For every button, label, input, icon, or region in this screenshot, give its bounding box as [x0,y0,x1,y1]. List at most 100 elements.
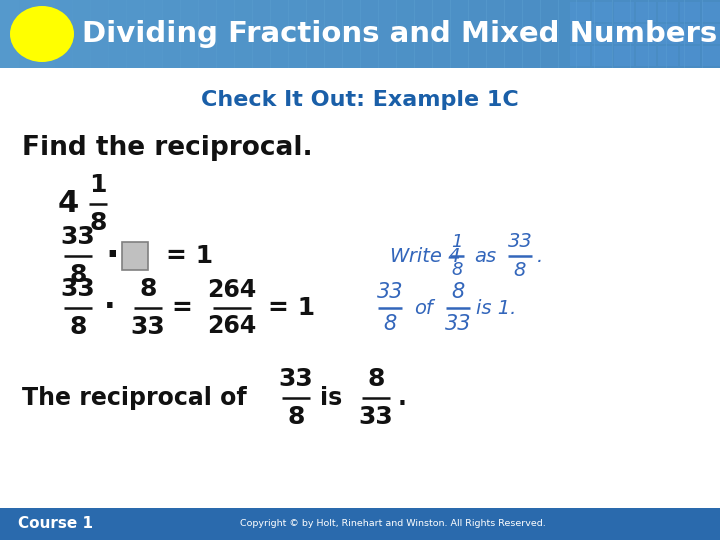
Bar [90,0,109,68]
Bar [126,0,145,68]
Text: 264: 264 [207,278,256,302]
Text: 33: 33 [445,314,472,334]
Bar [72,0,91,68]
Text: 1: 1 [89,173,107,197]
Text: 4: 4 [58,190,78,219]
Bar [614,2,634,22]
Bar [36,0,55,68]
Bar [0,508,720,540]
Text: 33: 33 [279,367,313,392]
Bar [450,0,469,68]
Bar [702,0,720,68]
Bar [684,0,703,68]
Text: 8: 8 [451,282,464,302]
Bar [614,24,634,44]
Text: 8: 8 [139,277,157,301]
Bar [630,0,649,68]
Bar [0,0,720,68]
Bar [612,0,631,68]
Bar [180,0,199,68]
Bar [360,0,379,68]
Text: 8: 8 [514,261,526,280]
Bar [558,0,577,68]
Text: 33: 33 [130,315,166,339]
Text: 8: 8 [89,211,107,235]
Text: ·: · [104,294,116,322]
Ellipse shape [10,6,74,62]
Text: 8: 8 [383,314,397,334]
Text: is: is [320,386,342,410]
Bar [570,2,590,22]
Text: of: of [414,299,433,318]
Bar [18,0,37,68]
Bar [658,46,678,66]
Text: Copyright © by Holt, Rinehart and Winston. All Rights Reserved.: Copyright © by Holt, Rinehart and Winsto… [240,519,546,529]
Bar [576,0,595,68]
Bar [504,0,523,68]
Bar [108,0,127,68]
Text: The reciprocal of: The reciprocal of [22,386,247,410]
Bar [592,46,612,66]
Text: 33: 33 [508,232,532,251]
Bar [162,0,181,68]
Text: 8: 8 [451,261,463,279]
Bar [648,0,667,68]
Text: is 1.: is 1. [476,299,516,318]
Text: 264: 264 [207,314,256,339]
Bar [270,0,289,68]
Text: 33: 33 [359,405,393,429]
Bar [342,0,361,68]
Bar [636,2,656,22]
Bar [680,2,700,22]
Bar [54,0,73,68]
Bar [414,0,433,68]
Text: .: . [398,386,407,410]
Bar [636,24,656,44]
Bar [636,46,656,66]
Text: = 1: = 1 [166,244,213,268]
Bar [592,2,612,22]
Bar [396,0,415,68]
Bar [234,0,253,68]
Bar [0,0,19,68]
Bar [680,24,700,44]
Bar [658,2,678,22]
Bar [570,46,590,66]
Bar [540,0,559,68]
Bar [594,0,613,68]
Bar [658,24,678,44]
Text: 33: 33 [60,225,95,249]
Bar [702,46,720,66]
Bar [324,0,343,68]
Bar [378,0,397,68]
Bar [122,242,148,270]
Text: Find the reciprocal.: Find the reciprocal. [22,135,312,161]
Bar [592,24,612,44]
Bar [486,0,505,68]
Text: 1: 1 [451,233,463,251]
Text: 33: 33 [377,282,403,302]
Text: as: as [474,246,496,266]
Bar [252,0,271,68]
Bar [666,0,685,68]
Bar [432,0,451,68]
Text: = 1: = 1 [268,296,315,320]
Bar [702,24,720,44]
Text: =: = [171,296,192,320]
Text: .: . [537,246,544,266]
Bar [702,2,720,22]
Bar [306,0,325,68]
Bar [468,0,487,68]
Bar [144,0,163,68]
Bar [198,0,217,68]
Text: ·: · [105,239,119,273]
Text: 8: 8 [69,263,86,287]
Bar [570,24,590,44]
Bar [522,0,541,68]
Bar [288,0,307,68]
Text: 8: 8 [69,315,86,339]
Text: 33: 33 [60,277,95,301]
Bar [216,0,235,68]
Text: Check It Out: Example 1C: Check It Out: Example 1C [201,90,519,110]
Text: Course 1: Course 1 [18,516,93,531]
